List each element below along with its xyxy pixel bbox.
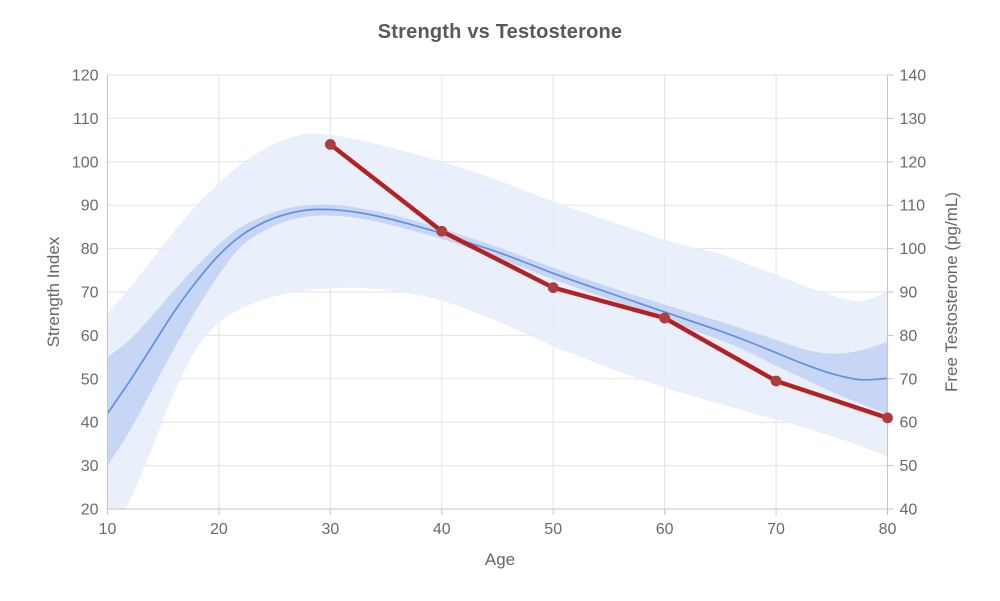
x-axis-label: Age bbox=[484, 550, 516, 569]
x-tick-label: 20 bbox=[210, 521, 228, 538]
left-tick-label: 30 bbox=[81, 458, 99, 475]
tick-labels: 20 30 40 50 60 70 80 90 100 110 120 40 50 60 70 80 90 100… bbox=[72, 68, 927, 539]
right-tick-label: 100 bbox=[900, 241, 927, 258]
testosterone-marker bbox=[324, 139, 336, 150]
testosterone-marker bbox=[659, 312, 671, 324]
axis-spines bbox=[107, 74, 894, 515]
right-tick-label: 80 bbox=[900, 328, 918, 345]
right-tick-label: 60 bbox=[900, 415, 918, 432]
right-y-axis-label: Free Testosterone (pg/mL) bbox=[942, 192, 961, 392]
right-tick-label: 110 bbox=[900, 198, 926, 215]
x-tick-label: 80 bbox=[879, 521, 897, 538]
testosterone-line bbox=[328, 142, 890, 421]
left-tick-label: 20 bbox=[81, 502, 99, 519]
left-tick-label: 90 bbox=[81, 198, 99, 215]
left-tick-label: 100 bbox=[72, 154, 99, 171]
x-tick-label: 50 bbox=[544, 521, 562, 538]
right-tick-label: 90 bbox=[900, 285, 918, 302]
left-tick-label: 40 bbox=[81, 415, 99, 432]
right-tick-label: 50 bbox=[900, 458, 918, 475]
x-tick-label: 60 bbox=[656, 521, 674, 538]
testosterone-marker bbox=[882, 412, 893, 424]
left-tick-label: 70 bbox=[81, 285, 99, 302]
left-y-axis-label: Strength Index bbox=[44, 236, 63, 348]
testosterone-marker bbox=[436, 225, 448, 237]
x-tick-label: 40 bbox=[433, 521, 451, 538]
chart-title: Strength vs Testosterone bbox=[377, 21, 623, 43]
right-tick-label: 130 bbox=[900, 111, 927, 128]
left-tick-label: 50 bbox=[81, 371, 99, 388]
outer-confidence-band bbox=[107, 133, 888, 509]
left-tick-label: 120 bbox=[72, 68, 99, 85]
right-tick-label: 40 bbox=[900, 502, 918, 519]
testosterone-marker bbox=[770, 375, 782, 387]
right-tick-label: 70 bbox=[900, 371, 918, 388]
x-tick-label: 70 bbox=[767, 521, 785, 538]
testosterone-marker bbox=[547, 282, 559, 294]
left-tick-label: 60 bbox=[81, 328, 99, 345]
x-tick-label: 30 bbox=[321, 521, 339, 538]
left-tick-label: 80 bbox=[81, 241, 99, 258]
right-tick-label: 140 bbox=[900, 68, 927, 85]
left-tick-label: 110 bbox=[73, 111, 99, 128]
x-tick-label: 10 bbox=[99, 521, 117, 538]
right-tick-label: 120 bbox=[900, 154, 927, 171]
